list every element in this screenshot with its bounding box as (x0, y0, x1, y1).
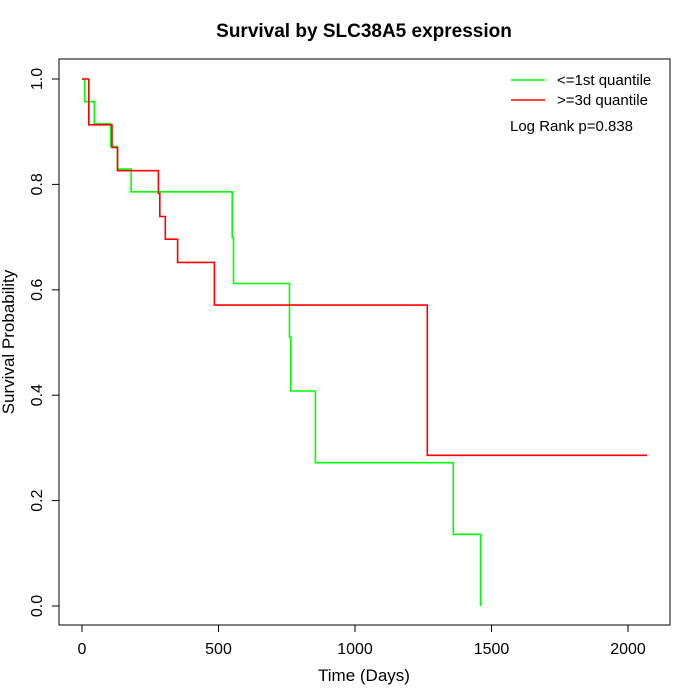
y-tick-label: 0.6 (29, 279, 46, 301)
x-tick-label: 1500 (474, 641, 510, 658)
x-tick-label: 2000 (610, 641, 646, 658)
plot-frame (58, 58, 671, 626)
legend-label-low-quantile: <=1st quantile (557, 72, 651, 89)
series-line-low-quantile (82, 78, 482, 606)
x-axis-label: Time (Days) (318, 666, 410, 685)
x-axis: 0 500 1000 1500 2000 (78, 624, 646, 658)
y-tick-label: 1.0 (29, 68, 46, 90)
y-axis: 0.0 0.2 0.4 0.6 0.8 1.0 (29, 68, 60, 617)
y-tick-label: 0.2 (29, 489, 46, 511)
y-tick-label: 0.4 (29, 384, 46, 406)
series-layer (82, 78, 648, 606)
log-rank-annotation: Log Rank p=0.838 (510, 118, 633, 135)
x-tick-label: 500 (205, 641, 232, 658)
legend: <=1st quantile >=3d quantile (511, 72, 651, 109)
y-axis-label: Survival Probability (0, 269, 18, 414)
x-tick-label: 0 (78, 641, 87, 658)
series-line-high-quantile (82, 78, 648, 457)
legend-label-high-quantile: >=3d quantile (557, 92, 648, 109)
y-tick-label: 0.0 (29, 595, 46, 617)
chart-title: Survival by SLC38A5 expression (216, 21, 512, 42)
y-tick-label: 0.8 (29, 173, 46, 195)
x-tick-label: 1000 (337, 641, 373, 658)
